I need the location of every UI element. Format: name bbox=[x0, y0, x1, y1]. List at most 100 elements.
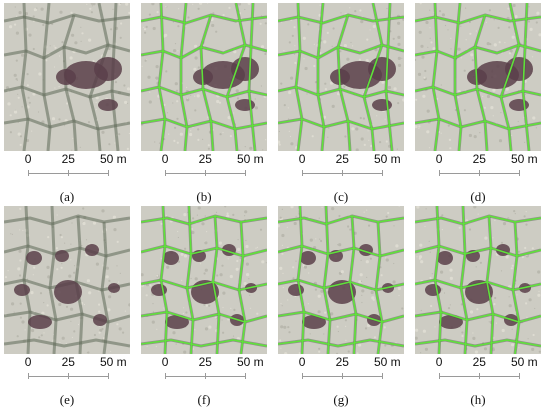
detected-boundary bbox=[278, 339, 404, 347]
texture-speckle bbox=[260, 85, 262, 87]
texture-speckle bbox=[65, 342, 67, 345]
texture-speckle bbox=[511, 328, 513, 330]
texture-speckle bbox=[416, 206, 420, 209]
texture-speckle bbox=[45, 59, 48, 62]
texture-speckle bbox=[182, 312, 184, 315]
texture-speckle bbox=[196, 214, 198, 216]
texture-speckle bbox=[238, 149, 241, 151]
scale-tick-label: 25 bbox=[198, 152, 212, 166]
texture-speckle bbox=[355, 127, 359, 131]
thermokarst-pond bbox=[300, 251, 316, 265]
texture-speckle bbox=[350, 41, 352, 44]
thermokarst-pond bbox=[54, 280, 82, 304]
texture-speckle bbox=[114, 81, 118, 84]
texture-speckle bbox=[101, 130, 105, 134]
texture-speckle bbox=[524, 141, 526, 143]
texture-speckle bbox=[447, 307, 451, 310]
texture-speckle bbox=[490, 106, 494, 110]
texture-speckle bbox=[243, 282, 247, 286]
texture-speckle bbox=[256, 312, 259, 315]
texture-speckle bbox=[226, 212, 229, 215]
texture-speckle bbox=[174, 43, 177, 45]
scale-bar: 0 25 50 m bbox=[141, 354, 267, 388]
texture-speckle bbox=[420, 309, 422, 312]
texture-speckle bbox=[319, 238, 321, 240]
texture-speckle bbox=[245, 239, 247, 242]
texture-speckle bbox=[473, 206, 477, 209]
texture-speckle bbox=[525, 211, 527, 213]
thermokarst-pond bbox=[94, 57, 122, 81]
texture-speckle bbox=[21, 53, 25, 57]
texture-speckle bbox=[192, 217, 195, 220]
texture-speckle bbox=[92, 221, 97, 225]
texture-speckle bbox=[470, 53, 474, 57]
texture-speckle bbox=[90, 11, 93, 14]
texture-speckle bbox=[185, 311, 188, 314]
detected-boundary bbox=[141, 245, 267, 257]
texture-speckle bbox=[174, 126, 177, 129]
texture-speckle bbox=[73, 330, 76, 333]
texture-speckle bbox=[483, 106, 486, 109]
texture-speckle bbox=[318, 350, 321, 353]
panel-h: 0 25 50 m (h) bbox=[415, 206, 541, 407]
thermokarst-pond bbox=[163, 251, 179, 265]
texture-speckle bbox=[233, 50, 237, 54]
texture-speckle bbox=[146, 345, 148, 347]
texture-speckle bbox=[420, 260, 424, 264]
texture-speckle bbox=[166, 265, 170, 269]
detected-boundary bbox=[141, 311, 267, 323]
polygon-trough bbox=[22, 206, 32, 354]
texture-speckle bbox=[393, 262, 395, 265]
panel-caption: (c) bbox=[333, 189, 349, 204]
texture-speckle bbox=[516, 294, 518, 296]
texture-speckle bbox=[501, 328, 505, 333]
texture-speckle bbox=[218, 241, 222, 245]
texture-speckle bbox=[197, 206, 201, 210]
texture-speckle bbox=[156, 11, 159, 14]
texture-speckle bbox=[123, 84, 126, 87]
texture-speckle bbox=[127, 102, 129, 104]
thermokarst-pond bbox=[56, 69, 76, 85]
texture-speckle bbox=[114, 142, 116, 144]
detected-boundary bbox=[415, 339, 541, 347]
texture-speckle bbox=[219, 273, 223, 277]
texture-speckle bbox=[344, 135, 347, 138]
texture-speckle bbox=[15, 59, 18, 62]
texture-speckle bbox=[216, 99, 220, 104]
texture-speckle bbox=[124, 310, 126, 312]
texture-speckle bbox=[90, 3, 94, 5]
texture-speckle bbox=[508, 296, 510, 298]
texture-speckle bbox=[416, 256, 418, 258]
polygon-trough bbox=[88, 3, 110, 151]
texture-speckle bbox=[420, 44, 424, 48]
texture-speckle bbox=[32, 274, 34, 276]
texture-speckle bbox=[513, 210, 516, 213]
texture-speckle bbox=[295, 260, 297, 262]
texture-speckle bbox=[27, 96, 30, 99]
texture-speckle bbox=[59, 10, 63, 14]
texture-speckle bbox=[291, 34, 294, 37]
texture-speckle bbox=[261, 260, 265, 264]
texture-speckle bbox=[178, 8, 180, 10]
texture-speckle bbox=[534, 307, 536, 310]
scale-tick-label: 0 bbox=[24, 355, 32, 369]
texture-speckle bbox=[187, 16, 190, 19]
texture-speckle bbox=[215, 30, 218, 33]
texture-speckle bbox=[31, 328, 35, 333]
thermokarst-pond bbox=[235, 99, 255, 111]
texture-speckle bbox=[370, 290, 374, 295]
scale-bar: 0 25 50 m bbox=[278, 354, 404, 388]
scale-line bbox=[28, 376, 108, 377]
aerial-image-b bbox=[141, 3, 267, 151]
texture-speckle bbox=[368, 224, 371, 227]
detected-boundary bbox=[295, 3, 303, 151]
detected-boundary bbox=[363, 3, 383, 151]
scale-tick-label: 50 m bbox=[100, 152, 127, 166]
texture-speckle bbox=[449, 276, 453, 280]
texture-speckle bbox=[397, 56, 401, 61]
texture-speckle bbox=[30, 291, 34, 295]
scale-tick-label: 0 bbox=[161, 355, 169, 369]
texture-speckle bbox=[212, 12, 215, 15]
texture-speckle bbox=[343, 85, 346, 88]
texture-speckle bbox=[196, 94, 200, 98]
